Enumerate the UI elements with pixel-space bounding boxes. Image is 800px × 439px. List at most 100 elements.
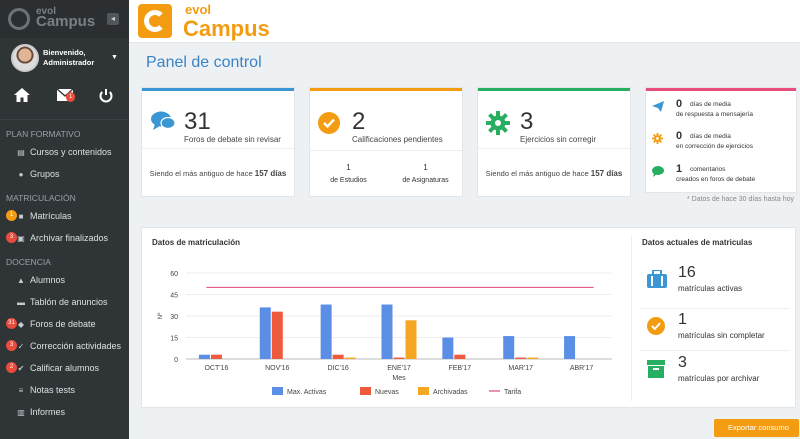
gear-icon (652, 133, 663, 147)
bar-archivadas (344, 357, 356, 359)
media-row-mensajeria: 0 días de media de respuesta a mensajerí… (652, 98, 800, 128)
matriculas-value: 1 (678, 311, 687, 328)
ejer-foot-value: 157 días (590, 169, 623, 178)
sidebar-item-matriculas[interactable]: 1 ■ Matrículas (0, 205, 129, 227)
card-ejercicios[interactable]: 3 Ejercicios sin corregir Siendo el más … (477, 87, 631, 197)
card-accent-bar (646, 88, 796, 91)
media-text: comentarios (690, 166, 726, 173)
sidebar-item-label: Grupos (30, 169, 60, 179)
chart-card: Datos de matriculación 0 15 30 45 60 Nº OCT'16… (141, 227, 796, 408)
ejer-label: Ejercicios sin corregir (520, 135, 597, 144)
sidebar-item-label: Informes (30, 407, 66, 417)
export-button[interactable]: Exportar consumo (714, 419, 799, 437)
x-tick-label: NOV'16 (265, 365, 289, 372)
sidebar-item-label: Corrección actividades (30, 341, 122, 351)
y-tick-label: 45 (170, 293, 178, 300)
calif-asignaturas-value: 1 (423, 163, 428, 172)
check-circle-icon (318, 112, 340, 140)
section-docencia: DOCENCIA (6, 257, 51, 267)
check-circle-icon (647, 317, 667, 337)
bar-nuevas (393, 357, 405, 359)
calif-estudios[interactable]: 1 de Estudios (310, 163, 387, 184)
bar-nuevas (515, 357, 527, 359)
legend-label: Max. Activas (287, 389, 327, 396)
bar-nuevas (332, 354, 344, 359)
brand-name-top: evol (185, 2, 212, 17)
sidebar-item-archivar[interactable]: 3 ▣ Archivar finalizados (0, 227, 129, 249)
x-tick-label: ENE'17 (387, 365, 411, 372)
page-title: Panel de control (146, 54, 262, 71)
legend-label: Tarifa (504, 389, 521, 396)
evol-logo-icon (138, 4, 172, 38)
chevron-down-icon[interactable]: ▼ (111, 54, 118, 61)
calif-label: Calificaciones pendientes (352, 135, 443, 144)
card-accent-bar (310, 88, 462, 91)
sidebar-header: evol Campus ◂ (0, 0, 129, 38)
sidebar-item-grupos[interactable]: ● Grupos (0, 163, 129, 185)
top-header: evol Campus (129, 0, 800, 43)
matriculas-activas: 16 matrículas activas (647, 264, 787, 308)
foros-foot-value: 157 días (254, 169, 287, 178)
sidebar-item-foros[interactable]: 31 ◆ Foros de debate (0, 313, 129, 335)
card-foros[interactable]: 31 Foros de debate sin revisar Siendo el… (141, 87, 295, 197)
home-icon[interactable] (14, 88, 30, 107)
check-circle-icon: ✔ (17, 364, 25, 373)
gear-icon (486, 111, 510, 141)
sidebar-item-informes[interactable]: ▥ Informes (0, 401, 129, 423)
archivar-badge: 3 (6, 232, 17, 243)
archive-icon: ▣ (17, 234, 25, 243)
bar-max-activas (442, 337, 454, 359)
calif-estudios-value: 1 (346, 163, 351, 172)
sidebar-item-notas[interactable]: ≡ Notas tests (0, 379, 129, 401)
legend-label: Nuevas (375, 389, 399, 396)
media-value: 0 (676, 98, 683, 110)
media-row-foros: 1 comentarios creados en foros de debate (652, 163, 800, 193)
calif-value: 2 (352, 108, 366, 135)
calif-asignaturas[interactable]: 1 de Asignaturas (387, 163, 464, 184)
section-plan-formativo: PLAN FORMATIVO (6, 129, 81, 139)
matriculas-value: 3 (678, 354, 687, 371)
bar-max-activas (320, 304, 332, 359)
comment-icon (652, 166, 664, 180)
chart-icon: ▥ (17, 408, 25, 417)
sidebar-item-cursos[interactable]: ▤ Cursos y contenidos (0, 141, 129, 163)
sidebar-item-label: Calificar alumnos (30, 363, 100, 373)
sidebar-item-alumnos[interactable]: ▲ Alumnos (0, 269, 129, 291)
matriculas-label: matrículas activas (678, 284, 743, 293)
bar-max-activas (198, 354, 210, 359)
archive-icon (647, 360, 667, 380)
ejer-foot-prefix: Siendo el más antiguo de hace (485, 169, 589, 178)
graduation-icon: ▲ (17, 276, 25, 285)
briefcase-icon (647, 269, 667, 290)
user-greeting: Bienvenido, Administrador (43, 48, 94, 68)
y-tick-label: 60 (170, 271, 178, 278)
bar-archivadas (405, 320, 417, 359)
media-text: días de media (690, 133, 731, 140)
ejer-value: 3 (520, 108, 534, 135)
sidebar-item-tablon[interactable]: ▬ Tablón de anuncios (0, 291, 129, 313)
sidebar-item-label: Tablón de anuncios (30, 297, 108, 307)
sidebar-item-calificar[interactable]: 2 ✔ Calificar alumnos (0, 357, 129, 379)
sidebar-item-correccion[interactable]: 3 ✓ Corrección actividades (0, 335, 129, 357)
collapse-sidebar-icon[interactable]: ◂ (107, 13, 119, 25)
x-axis-label: Mes (392, 375, 406, 382)
media-note: * Datos de hace 30 días hasta hoy (686, 196, 794, 203)
legend-swatch (360, 387, 371, 395)
power-icon[interactable] (99, 88, 113, 108)
sidebar-quick-icons: 1 (0, 80, 129, 120)
matriculas-label: matrículas por archivar (678, 374, 760, 383)
foros-foot-prefix: Siendo el más antiguo de hace (149, 169, 253, 178)
chart-divider (631, 236, 632, 401)
user-menu[interactable]: Bienvenido, Administrador ▼ (0, 38, 129, 80)
divider (639, 350, 789, 351)
card-calificaciones[interactable]: 2 Calificaciones pendientes 1 de Estudio… (309, 87, 463, 197)
bar-nuevas (210, 354, 222, 359)
matriculacion-chart: 0 15 30 45 60 Nº OCT'16 NOV'16 DIC'16 ENE'17 FEB'1… (157, 271, 612, 396)
ejer-footer: Siendo el más antiguo de hace 157 días (478, 148, 630, 178)
comments-icon: ◆ (17, 320, 25, 329)
media-value: 1 (676, 163, 683, 175)
comments-icon (150, 110, 176, 138)
media-text: días de media (690, 101, 731, 108)
media-subtext: en corrección de ejercicios (676, 143, 753, 150)
section-matriculacion: MATRICULACIÓN (6, 193, 76, 203)
